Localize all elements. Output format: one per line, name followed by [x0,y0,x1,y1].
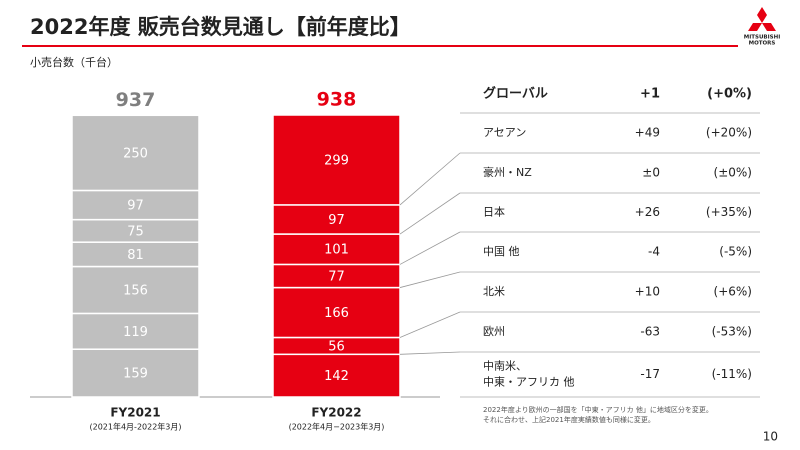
segment-label: 119 [123,325,148,340]
region-pct: (-5%) [719,245,752,259]
logo: MITSUBISHI MOTORS [744,7,781,47]
bar-segment [272,204,401,235]
table-header: (+0%) [707,87,752,102]
region-pct: (+20%) [706,126,752,140]
connector [399,351,461,355]
segment-label: 101 [324,243,349,258]
region-name: 北米 [483,285,505,298]
bar-segment [71,189,200,221]
region-pct: (+6%) [714,285,752,299]
region-name: 中南米、 [483,360,527,373]
region-change: ±0 [642,166,660,180]
chart-subtitle: 小売台数（千台） [30,55,118,69]
total-label: 938 [317,89,357,111]
region-change: +26 [635,205,660,219]
connector [399,271,461,288]
bar-segment [272,286,401,339]
region-pct: (+35%) [706,205,752,219]
bar-segment [272,114,401,206]
bar-segment [71,265,200,315]
page-number: 10 [763,430,778,444]
bar-segment [272,233,401,266]
segment-label: 97 [328,213,345,228]
region-name: 日本 [483,205,505,219]
total-label: 937 [116,89,156,111]
table-header: +1 [640,87,660,102]
region-name: 中国 他 [483,245,520,258]
region-name: アセアン [483,126,526,139]
footnote: 2022年度より欧州の一部国を「中東・アフリカ 他」に地域区分を変更。 [483,405,713,414]
x-tick-sublabel: (2022年4月−2023年3月) [289,422,385,432]
region-pct: (-53%) [712,325,752,339]
segment-label: 81 [127,248,144,263]
logo-text: MITSUBISHI [744,35,781,41]
logo-text: MOTORS [749,41,776,47]
segment-label: 166 [324,306,349,321]
region-name: 豪州・NZ [483,165,532,179]
region-change: -17 [640,367,660,381]
footnote: それに合わせ、上記2021年度実績数値も同様に変更。 [483,415,655,424]
segment-label: 142 [324,369,349,384]
segment-label: 75 [127,224,144,239]
region-change: -4 [648,245,660,259]
region-name: 欧州 [483,325,505,338]
segment-label: 97 [127,199,144,214]
connector [399,192,461,235]
table-header: グローバル [483,86,548,102]
segment-label: 77 [328,269,345,284]
x-tick-label: FY2022 [311,406,361,420]
region-pct: (-11%) [712,367,752,381]
bar-segment [272,353,401,398]
region-change: +10 [635,285,660,299]
x-tick-sublabel: (2021年4月-2022年3月) [89,422,181,432]
bar-segment [71,348,200,398]
segment-label: 56 [328,339,345,354]
connector [399,311,461,338]
x-tick-label: FY2021 [110,406,160,420]
region-pct: (±0%) [714,166,752,180]
bar-segment [71,312,200,350]
slide-title: 2022年度 販売台数見通し【前年度比】 [30,15,411,39]
region-change: -63 [640,325,660,339]
segment-label: 250 [123,146,148,161]
segment-label: 159 [123,367,148,382]
connector [399,231,461,265]
bar-segment [71,241,200,268]
region-name: 中東・アフリカ 他 [483,376,575,389]
connector [399,152,461,206]
segment-label: 299 [324,153,349,168]
segment-label: 156 [123,283,148,298]
bar-segment [71,114,200,192]
region-change: +49 [635,126,660,140]
